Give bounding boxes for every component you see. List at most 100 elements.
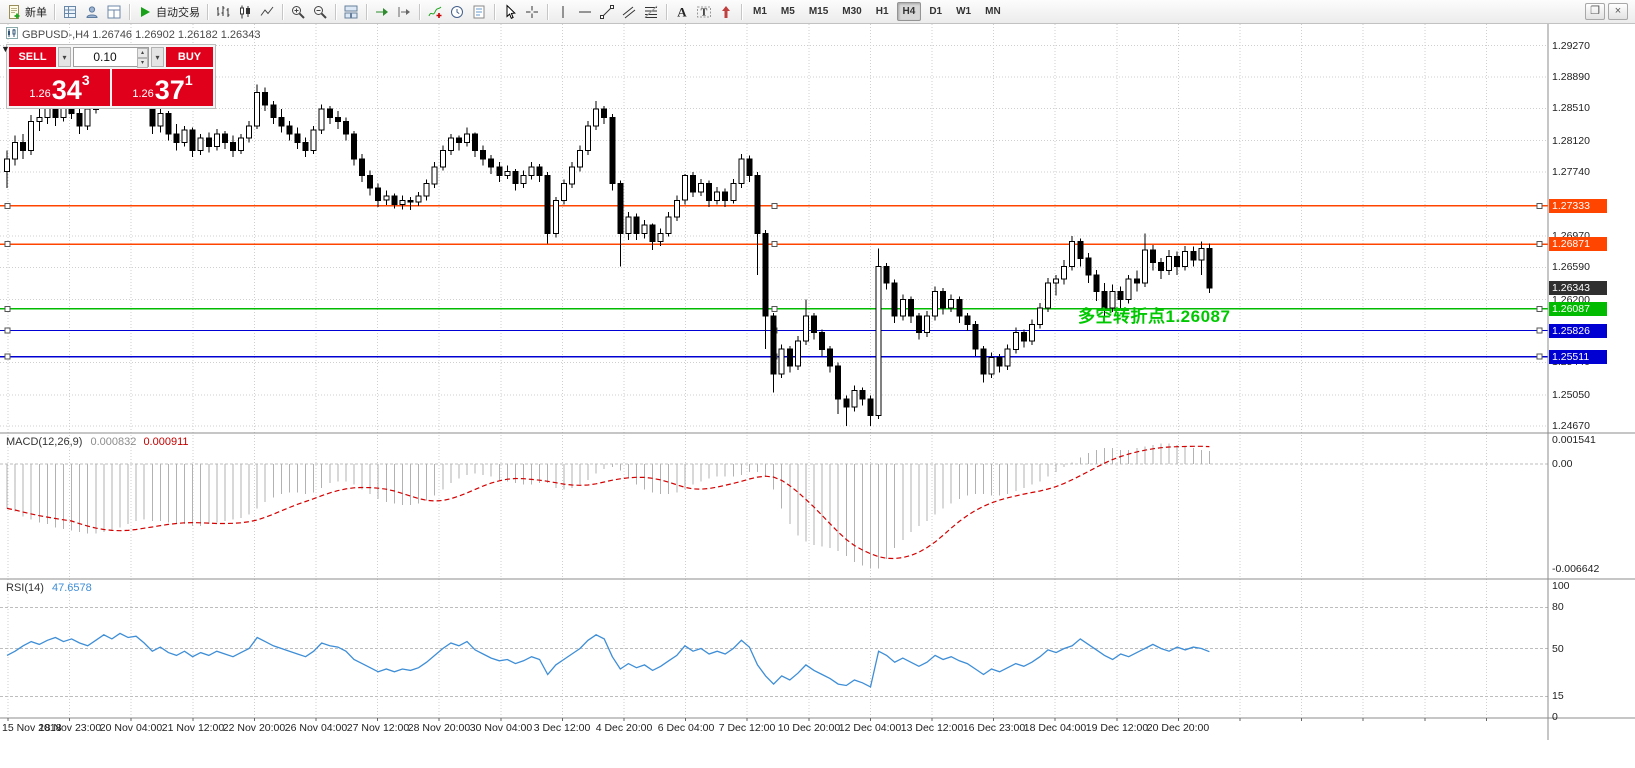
zoom-in-button[interactable]	[287, 2, 309, 22]
toolbar-separator	[366, 3, 367, 20]
fibonacci-button[interactable]	[640, 2, 662, 22]
rsi-indicator-label: RSI(14) 47.6578	[6, 582, 92, 594]
rsi-value: 47.6578	[51, 582, 92, 594]
collapse-trade-panel-button[interactable]: ▼	[1, 44, 10, 54]
time-tick-label: 30 Nov 04:00	[469, 722, 533, 734]
toolbar: 新单 自动交易 A T M1 M5 M15 M30 H1 H4 D1 W1 MN ❐ ×	[0, 0, 1635, 24]
buy-price-main: 1.26	[132, 88, 154, 100]
toolbar-separator	[741, 3, 742, 20]
market-watch-button[interactable]	[59, 2, 81, 22]
timeframe-d1-button[interactable]: D1	[929, 6, 943, 17]
timeframe-m5-button[interactable]: M5	[780, 6, 795, 17]
price-tick-label: 1.28120	[1552, 135, 1590, 147]
time-tick-label: 18 Dec 04:00	[1023, 722, 1087, 734]
terminal-button[interactable]	[103, 2, 125, 22]
buy-button[interactable]: BUY	[166, 47, 213, 67]
price-level-tag: 1.25826	[1549, 324, 1607, 338]
svg-text:T: T	[701, 7, 708, 18]
tile-icon	[106, 4, 122, 20]
line-chart-button[interactable]	[256, 2, 278, 22]
hline-icon	[577, 4, 593, 20]
time-axis[interactable]: 15 Nov 2018 18 Nov 23:00 20 Nov 04:00 21 No…	[0, 719, 1548, 741]
timeframe-m30-button[interactable]: M30	[842, 6, 862, 17]
zoomout-icon	[312, 4, 328, 20]
macd-indicator-label: MACD(12,26,9) 0.000832 0.000911	[6, 436, 189, 448]
timeframe-mn-button[interactable]: MN	[985, 6, 1001, 17]
chart-canvas[interactable]	[0, 0, 1635, 745]
rsi-tick-label: 0	[1552, 711, 1558, 723]
arrows-button[interactable]	[715, 2, 737, 22]
volume-input[interactable]	[73, 47, 149, 67]
rsi-tick-label: 80	[1552, 601, 1564, 613]
auto-scroll-button[interactable]	[371, 2, 393, 22]
sell-price-button[interactable]: 1.26 34 3	[9, 69, 110, 106]
time-tick-label: 6 Dec 04:00	[657, 722, 715, 734]
sell-price-pips: 34	[51, 75, 82, 105]
toolbar-separator	[282, 3, 283, 20]
panel-separators	[0, 24, 1635, 740]
sell-options-dropdown[interactable]: ▾	[58, 47, 71, 67]
auto-trading-button[interactable]: 自动交易	[134, 2, 203, 22]
window-close-button[interactable]: ×	[1608, 3, 1628, 20]
tilewin-icon	[343, 4, 359, 20]
cursor-button[interactable]	[499, 2, 521, 22]
price-level-lines[interactable]	[0, 202, 1548, 360]
vertical-line-button[interactable]	[552, 2, 574, 22]
time-tick-label: 18 Nov 23:00	[38, 722, 102, 734]
horizontal-line-button[interactable]	[574, 2, 596, 22]
volume-down-button[interactable]: ▾	[137, 58, 148, 68]
indicators-button[interactable]	[424, 2, 446, 22]
time-tick-label: 20 Dec 20:00	[1146, 722, 1210, 734]
arrows-icon	[718, 4, 734, 20]
sell-button[interactable]: SELL	[9, 47, 56, 67]
price-tick-label: 1.28510	[1552, 102, 1590, 114]
toolbar-separator	[335, 3, 336, 20]
timeframe-h1-button[interactable]: H1	[875, 6, 889, 17]
crosshair-button[interactable]	[521, 2, 543, 22]
navigator-button[interactable]	[81, 2, 103, 22]
tile-windows-button[interactable]	[340, 2, 362, 22]
zoom-out-button[interactable]	[309, 2, 331, 22]
volume-up-button[interactable]: ▴	[137, 48, 148, 58]
buy-price-pips: 37	[154, 75, 185, 105]
chart-shift-button[interactable]	[393, 2, 415, 22]
rsi-tick-label: 15	[1552, 690, 1564, 702]
timeframe-h4-button[interactable]: H4	[896, 2, 922, 21]
crosshair-icon	[524, 4, 540, 20]
autoscroll-icon	[374, 4, 390, 20]
buy-options-dropdown[interactable]: ▾	[151, 47, 164, 67]
bar-chart-button[interactable]	[212, 2, 234, 22]
chart-mini-icon	[6, 27, 18, 42]
text-label-button[interactable]: T	[693, 2, 715, 22]
macd-tick-label: 0.00	[1552, 458, 1573, 470]
timeframe-w1-button[interactable]: W1	[956, 6, 972, 17]
trendline-button[interactable]	[596, 2, 618, 22]
buy-price-button[interactable]: 1.26 37 1	[112, 69, 213, 106]
chart-title: GBPUSD-,H4 1.26746 1.26902 1.26182 1.263…	[6, 27, 261, 42]
fib-icon	[643, 4, 659, 20]
periods-button[interactable]	[446, 2, 468, 22]
toolbar-separator	[494, 3, 495, 20]
candlestick-chart-button[interactable]	[234, 2, 256, 22]
window-restore-button[interactable]: ❐	[1585, 3, 1605, 20]
timeframe-m1-button[interactable]: M1	[753, 6, 767, 17]
time-tick-label: 3 Dec 12:00	[533, 722, 591, 734]
chevron-down-icon: ▾	[155, 52, 160, 62]
play-icon	[137, 4, 153, 20]
grid-icon	[62, 4, 78, 20]
equidistant-channel-button[interactable]	[618, 2, 640, 22]
price-axis[interactable]: 1.29270 1.28890 1.28510 1.28120 1.27740 1.269…	[1549, 24, 1635, 740]
price-chart-panel[interactable]	[0, 24, 1548, 432]
sell-price-frac: 3	[81, 72, 90, 88]
timeframe-m15-button[interactable]: M15	[808, 6, 829, 17]
macd-panel[interactable]	[0, 434, 1548, 578]
rsi-panel[interactable]	[0, 580, 1548, 717]
price-tick-label: 1.28890	[1552, 71, 1590, 83]
price-level-tag: 1.26087	[1549, 302, 1607, 316]
new-order-button[interactable]: 新单	[3, 2, 50, 22]
chart-title-text: GBPUSD-,H4 1.26746 1.26902 1.26182 1.263…	[22, 28, 261, 41]
templates-button[interactable]	[468, 2, 490, 22]
text-button[interactable]: A	[671, 2, 693, 22]
toolbar-separator	[129, 3, 130, 20]
channel-icon	[621, 4, 637, 20]
